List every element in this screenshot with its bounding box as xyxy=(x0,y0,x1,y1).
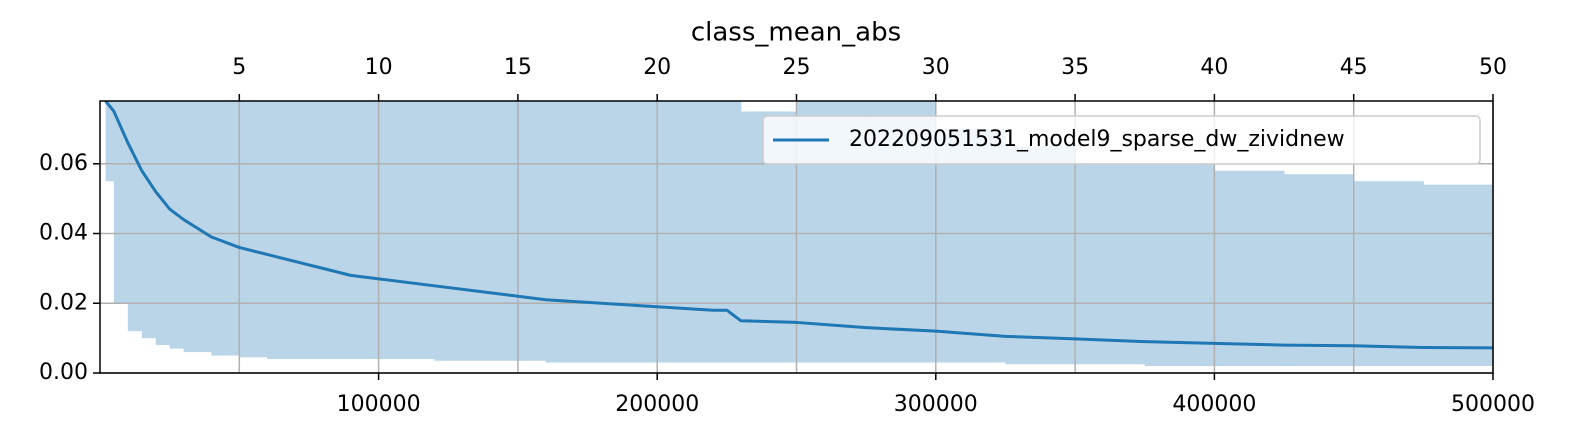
x2-tick-label: 50 xyxy=(1479,55,1507,80)
line-layer xyxy=(104,101,1493,350)
x2-tick-label: 30 xyxy=(922,55,950,80)
band-segment xyxy=(545,101,602,363)
chart-title: class_mean_abs xyxy=(691,18,901,48)
band-segment xyxy=(350,101,380,360)
x2-tick-label: 10 xyxy=(365,55,393,80)
x-tick-label: 400000 xyxy=(1172,392,1256,417)
band-segment xyxy=(657,101,714,363)
band-segment xyxy=(1075,163,1146,365)
y-tick-label: 0.04 xyxy=(39,221,88,246)
band-segment xyxy=(113,101,129,304)
x2-tick-label: 5 xyxy=(232,55,246,80)
band-segment xyxy=(141,101,157,339)
band-segment xyxy=(183,101,212,353)
x2-tick-label: 35 xyxy=(1061,55,1089,80)
band-segment xyxy=(322,101,352,360)
band-segment xyxy=(295,101,324,360)
x-tick-label: 200000 xyxy=(615,392,699,417)
band-segment xyxy=(211,101,240,356)
band-segment xyxy=(155,101,171,346)
band-segment xyxy=(169,101,185,349)
band-segment xyxy=(267,101,296,360)
x2-tick-label: 15 xyxy=(504,55,532,80)
band-segment xyxy=(935,128,1006,363)
line-series xyxy=(104,101,1493,350)
legend-label: 202209051531_model9_sparse_dw_zividnew xyxy=(849,127,1345,152)
legend: 202209051531_model9_sparse_dw_zividnew xyxy=(762,115,1481,165)
band-segment xyxy=(434,101,491,361)
band-segment xyxy=(1284,174,1355,367)
x2-tick-label: 45 xyxy=(1340,55,1368,80)
band-segment xyxy=(1144,163,1215,367)
band-segment xyxy=(378,101,435,360)
band-segment xyxy=(127,101,143,332)
x2-tick-label: 20 xyxy=(643,55,671,80)
x-tick-label: 100000 xyxy=(337,392,421,417)
band-segment xyxy=(726,101,742,363)
x2-tick-label: 40 xyxy=(1200,55,1228,80)
band-segment xyxy=(1214,170,1285,367)
band-segment xyxy=(105,101,115,182)
legend-box xyxy=(762,115,1481,165)
x-tick-label: 300000 xyxy=(894,392,978,417)
band-segment xyxy=(1005,146,1076,365)
y-tick-label: 0.02 xyxy=(39,290,88,315)
band-segment xyxy=(1353,181,1424,367)
band-segment xyxy=(1423,184,1493,367)
x-tick-label: 500000 xyxy=(1451,392,1535,417)
x2-tick-label: 25 xyxy=(783,55,811,80)
band-layer xyxy=(105,101,1493,367)
y-tick-label: 0.00 xyxy=(39,360,88,385)
band-segment xyxy=(601,101,658,363)
band-segment xyxy=(712,101,728,363)
band-segment xyxy=(239,101,268,358)
y-tick-label: 0.06 xyxy=(39,151,88,176)
